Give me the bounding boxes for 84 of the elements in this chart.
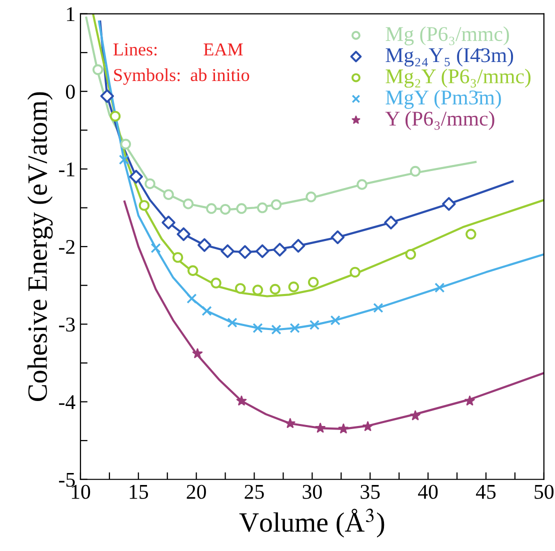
point — [271, 324, 282, 335]
point — [306, 192, 316, 202]
point — [202, 306, 212, 316]
point — [464, 396, 475, 406]
x-tick-label: 25 — [244, 484, 264, 499]
y-tick-label: -5 — [59, 472, 75, 487]
point — [272, 242, 287, 257]
point — [315, 422, 326, 433]
y-tick-label: -3 — [59, 318, 75, 332]
point — [210, 278, 222, 288]
point — [257, 202, 268, 214]
point — [434, 282, 445, 293]
point — [172, 252, 184, 263]
point — [144, 178, 156, 190]
point — [350, 266, 360, 278]
point — [410, 410, 420, 420]
y-tick-label: 1 — [67, 7, 74, 22]
point — [252, 322, 263, 334]
point — [186, 293, 197, 304]
x-tick-label: 30 — [302, 484, 322, 499]
point — [120, 138, 132, 150]
point — [442, 197, 456, 211]
point — [100, 89, 114, 103]
annotation: Lines: EAM — [113, 43, 243, 56]
point — [291, 238, 306, 253]
point — [410, 166, 421, 177]
point — [162, 216, 176, 230]
x-tick-label: 35 — [360, 484, 380, 499]
legend-label: Mg (P6₃/mmc) — [386, 26, 509, 46]
point — [309, 320, 320, 330]
point — [236, 203, 247, 214]
point — [192, 348, 203, 358]
point — [138, 200, 150, 211]
point — [308, 276, 319, 288]
point — [338, 424, 349, 434]
point — [182, 198, 194, 210]
point — [270, 199, 282, 210]
point — [330, 315, 340, 326]
point — [362, 421, 373, 432]
x-axis-title: Volume (Å$^{3}$) — [239, 508, 384, 538]
y-axis-title: Cohesive Energy (eV/atom) — [27, 92, 53, 402]
point — [129, 170, 143, 184]
point — [285, 418, 296, 428]
point — [163, 189, 174, 200]
x-tick-label: 10 — [72, 484, 90, 499]
point — [227, 318, 238, 328]
y-tick-label: 0 — [66, 84, 75, 99]
x-tick-label: 20 — [186, 484, 206, 499]
point — [118, 154, 129, 165]
point — [150, 243, 161, 254]
point — [252, 284, 264, 296]
point — [270, 284, 280, 295]
point — [176, 227, 190, 242]
point — [330, 230, 345, 244]
y-tick-label: -4 — [59, 395, 76, 409]
x-tick-label: 40 — [418, 484, 438, 499]
point — [220, 244, 234, 258]
x-tick-label: 45 — [476, 484, 496, 499]
point — [198, 238, 212, 252]
point — [206, 203, 217, 214]
point — [405, 248, 416, 260]
legend-label: MgY (Pm3̄m) — [386, 90, 501, 109]
point — [256, 244, 270, 258]
point — [220, 204, 231, 215]
point — [238, 245, 252, 259]
point — [373, 302, 384, 313]
annotation: Symbols: ab initio — [114, 68, 250, 85]
point — [234, 283, 246, 294]
legend-label: Mg₂Y (P6₃/mmc) — [386, 68, 530, 88]
y-tick-label: -2 — [59, 240, 74, 254]
point — [110, 110, 121, 122]
point — [92, 64, 104, 76]
point — [466, 228, 476, 240]
point — [356, 179, 368, 190]
y-tick-label: -1 — [59, 162, 74, 176]
point — [288, 282, 300, 292]
point — [236, 396, 247, 406]
point — [290, 322, 300, 334]
x-tick-label: 15 — [130, 484, 148, 499]
legend-label: Mg₂₄Y₅ (I4̄3m) — [386, 48, 514, 67]
point — [187, 265, 198, 276]
legend-label: Y (P6₃/mmc) — [385, 111, 494, 130]
point — [384, 216, 398, 230]
x-tick-label: 50 — [534, 484, 554, 499]
